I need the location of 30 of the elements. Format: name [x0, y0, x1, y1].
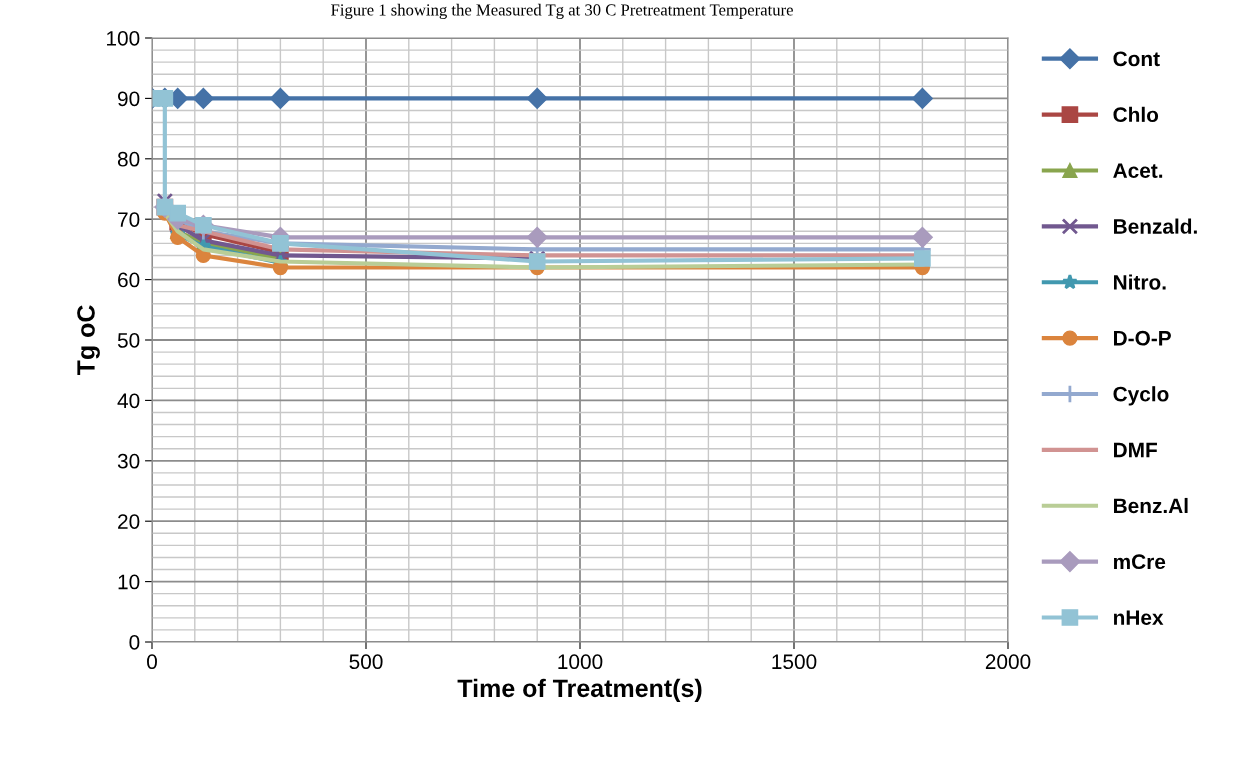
- y-tick-label: 30: [117, 453, 140, 469]
- x-tick-label: 1500: [772, 654, 817, 670]
- legend-label: Nitro.: [1114, 274, 1166, 290]
- x-axis-title: Time of Treatment(s): [457, 678, 702, 703]
- y-tick-label: 70: [118, 212, 140, 227]
- legend-label: D-O-P: [1114, 330, 1171, 346]
- legend-label: mCre: [1113, 554, 1166, 570]
- y-tick-label: 20: [118, 514, 140, 529]
- legend-label: Acet.: [1113, 163, 1163, 178]
- legend-label: Benz.Al: [1114, 497, 1188, 514]
- y-tick-label: 10: [118, 574, 140, 590]
- chart-title: Figure 1 showing the Measured Tg at 30 C Pretreatment Temperature: [331, 3, 793, 19]
- legend-label: Benzald.: [1114, 218, 1197, 234]
- y-tick-label: 80: [117, 151, 140, 167]
- legend-label: DMF: [1114, 442, 1157, 458]
- x-tick-label: 500: [349, 654, 383, 670]
- legend-label: Chlo: [1113, 106, 1159, 123]
- x-tick-label: 2000: [985, 654, 1031, 670]
- legend-label: Cyclo: [1113, 386, 1169, 406]
- y-tick-label: 50: [117, 333, 140, 348]
- x-tick-label: 1000: [558, 654, 603, 670]
- y-tick-label: 60: [118, 272, 140, 288]
- y-tick-label: 0: [129, 635, 140, 650]
- legend-label: nHex: [1113, 610, 1164, 625]
- y-tick-label: 100: [107, 31, 140, 46]
- y-tick-label: 40: [117, 393, 140, 409]
- legend-label: Cont: [1113, 51, 1160, 67]
- y-axis-title: Tg oC: [77, 305, 100, 376]
- x-tick-label: 0: [147, 654, 157, 670]
- y-tick-label: 90: [118, 91, 140, 107]
